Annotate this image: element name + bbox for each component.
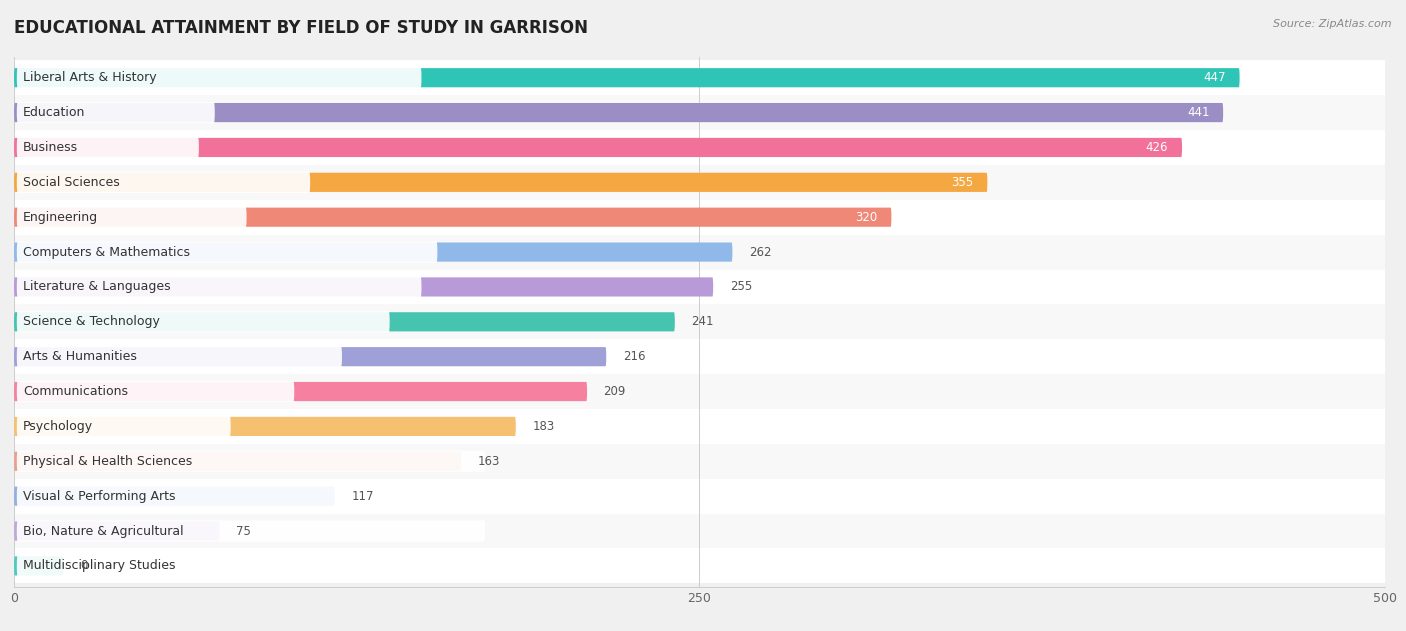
Text: Science & Technology: Science & Technology	[22, 316, 160, 328]
Text: 163: 163	[478, 455, 499, 468]
Text: 183: 183	[533, 420, 554, 433]
FancyBboxPatch shape	[17, 381, 294, 402]
FancyBboxPatch shape	[14, 312, 675, 331]
Text: Social Sciences: Social Sciences	[22, 176, 120, 189]
Text: 209: 209	[603, 385, 626, 398]
FancyBboxPatch shape	[14, 548, 1385, 583]
FancyBboxPatch shape	[14, 514, 1385, 548]
Text: Source: ZipAtlas.com: Source: ZipAtlas.com	[1274, 19, 1392, 29]
FancyBboxPatch shape	[14, 521, 219, 541]
Text: 426: 426	[1146, 141, 1168, 154]
Text: 355: 355	[952, 176, 974, 189]
FancyBboxPatch shape	[14, 173, 987, 192]
FancyBboxPatch shape	[17, 485, 453, 507]
FancyBboxPatch shape	[14, 242, 733, 262]
Text: Visual & Performing Arts: Visual & Performing Arts	[22, 490, 176, 503]
FancyBboxPatch shape	[17, 276, 422, 298]
Text: Psychology: Psychology	[22, 420, 93, 433]
FancyBboxPatch shape	[17, 521, 485, 541]
FancyBboxPatch shape	[14, 339, 1385, 374]
FancyBboxPatch shape	[14, 479, 1385, 514]
FancyBboxPatch shape	[17, 416, 231, 437]
Text: Communications: Communications	[22, 385, 128, 398]
Text: Multidisciplinary Studies: Multidisciplinary Studies	[22, 560, 176, 572]
Text: 441: 441	[1187, 106, 1209, 119]
FancyBboxPatch shape	[17, 242, 437, 262]
FancyBboxPatch shape	[17, 451, 485, 472]
Text: EDUCATIONAL ATTAINMENT BY FIELD OF STUDY IN GARRISON: EDUCATIONAL ATTAINMENT BY FIELD OF STUDY…	[14, 19, 588, 37]
FancyBboxPatch shape	[17, 206, 246, 228]
Text: Computers & Mathematics: Computers & Mathematics	[22, 245, 190, 259]
FancyBboxPatch shape	[14, 235, 1385, 269]
Text: 0: 0	[80, 560, 87, 572]
FancyBboxPatch shape	[14, 452, 461, 471]
FancyBboxPatch shape	[17, 137, 198, 158]
FancyBboxPatch shape	[17, 311, 389, 333]
FancyBboxPatch shape	[14, 103, 1223, 122]
Text: Business: Business	[22, 141, 79, 154]
FancyBboxPatch shape	[17, 172, 311, 193]
Text: Liberal Arts & History: Liberal Arts & History	[22, 71, 156, 84]
Text: 255: 255	[730, 280, 752, 293]
FancyBboxPatch shape	[17, 555, 470, 577]
FancyBboxPatch shape	[14, 269, 1385, 304]
Text: Bio, Nature & Agricultural: Bio, Nature & Agricultural	[22, 524, 184, 538]
FancyBboxPatch shape	[14, 68, 1240, 87]
FancyBboxPatch shape	[14, 417, 516, 436]
FancyBboxPatch shape	[14, 200, 1385, 235]
FancyBboxPatch shape	[14, 487, 335, 506]
FancyBboxPatch shape	[14, 130, 1385, 165]
Text: Education: Education	[22, 106, 86, 119]
FancyBboxPatch shape	[17, 102, 215, 123]
FancyBboxPatch shape	[14, 95, 1385, 130]
FancyBboxPatch shape	[14, 304, 1385, 339]
FancyBboxPatch shape	[14, 278, 713, 297]
Text: Literature & Languages: Literature & Languages	[22, 280, 170, 293]
Text: 262: 262	[749, 245, 772, 259]
Text: Physical & Health Sciences: Physical & Health Sciences	[22, 455, 193, 468]
FancyBboxPatch shape	[14, 165, 1385, 200]
Text: Engineering: Engineering	[22, 211, 98, 224]
FancyBboxPatch shape	[14, 208, 891, 227]
FancyBboxPatch shape	[14, 347, 606, 366]
FancyBboxPatch shape	[14, 409, 1385, 444]
Text: Arts & Humanities: Arts & Humanities	[22, 350, 136, 363]
Text: 216: 216	[623, 350, 645, 363]
Text: 320: 320	[855, 211, 877, 224]
FancyBboxPatch shape	[14, 374, 1385, 409]
FancyBboxPatch shape	[14, 382, 588, 401]
FancyBboxPatch shape	[17, 346, 342, 367]
Text: 241: 241	[692, 316, 714, 328]
FancyBboxPatch shape	[14, 61, 1385, 95]
Text: 75: 75	[236, 524, 252, 538]
FancyBboxPatch shape	[14, 138, 1182, 157]
Text: 117: 117	[352, 490, 374, 503]
FancyBboxPatch shape	[14, 444, 1385, 479]
Text: 447: 447	[1204, 71, 1226, 84]
FancyBboxPatch shape	[14, 557, 63, 575]
FancyBboxPatch shape	[17, 67, 422, 88]
